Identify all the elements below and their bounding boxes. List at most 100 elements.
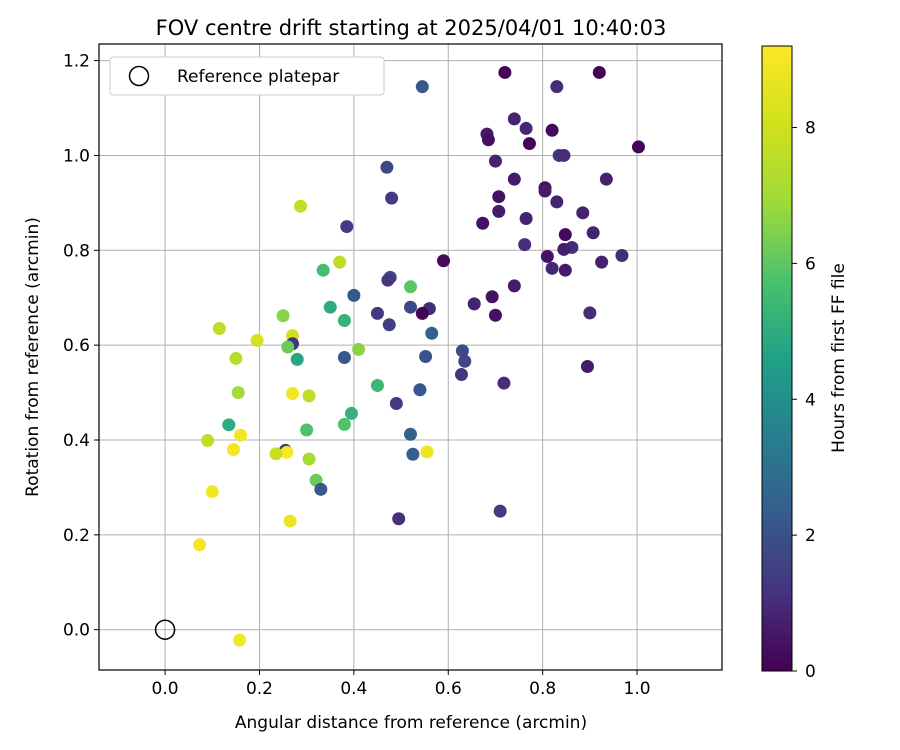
scatter-point: [557, 242, 571, 256]
colorbar-label: Hours from first FF file: [829, 263, 849, 453]
scatter-point: [576, 206, 590, 220]
scatter-point: [488, 308, 502, 322]
scatter-point: [518, 238, 532, 252]
chart-title: FOV centre drift starting at 2025/04/01 …: [156, 16, 667, 40]
scatter-point: [269, 447, 283, 461]
scatter-point: [222, 418, 236, 432]
scatter-point: [382, 318, 396, 332]
scatter-point: [316, 263, 330, 277]
scatter-point: [233, 633, 247, 647]
scatter-point: [337, 417, 351, 431]
scatter-point: [201, 433, 215, 447]
scatter-point: [281, 340, 295, 354]
scatter-point: [290, 352, 304, 366]
scatter-point: [370, 378, 384, 392]
scatter-point: [300, 423, 314, 437]
colorbar-tick-label: 0: [805, 662, 816, 682]
scatter-point: [557, 148, 571, 162]
scatter-point: [250, 333, 264, 347]
scatter-point: [352, 342, 366, 356]
scatter-point: [413, 383, 427, 397]
colorbar-tick-label: 2: [805, 526, 816, 546]
scatter-point: [583, 306, 597, 320]
scatter-point: [488, 154, 502, 168]
legend: Reference platepar: [109, 56, 385, 96]
scatter-point: [420, 445, 434, 459]
x-tick-label: 0.4: [340, 679, 367, 699]
scatter-point: [404, 280, 417, 294]
colorbar: [761, 45, 793, 672]
scatter-point: [340, 220, 354, 234]
scatter-point: [507, 279, 521, 293]
scatter-point: [286, 387, 300, 401]
scatter-point: [454, 368, 468, 382]
scatter-point: [538, 184, 552, 198]
y-tick-label: 0.4: [63, 431, 90, 451]
scatter-point: [492, 190, 506, 204]
scatter-point: [392, 512, 406, 526]
scatter-point: [550, 80, 564, 94]
scatter-point: [404, 427, 417, 441]
scatter-point: [205, 485, 219, 499]
colorbar-tick-label: 4: [805, 390, 816, 410]
scatter-point: [507, 172, 521, 186]
scatter-point: [415, 80, 429, 94]
scatter-point: [586, 226, 600, 240]
scatter-point: [455, 344, 469, 358]
scatter-point: [381, 273, 395, 287]
scatter-point: [314, 482, 328, 496]
scatter-point: [302, 389, 316, 403]
y-tick-label: 0.2: [63, 526, 90, 546]
scatter-point: [283, 514, 297, 528]
y-tick-label: 0.0: [63, 621, 90, 641]
legend-open-circle-icon: [128, 65, 150, 87]
y-axis-ticks: 0.0 0.2 0.4 0.6 0.8 1.0 1.2: [63, 52, 99, 641]
x-tick-label: 0.0: [152, 679, 179, 699]
y-tick-label: 1.0: [63, 146, 90, 166]
scatter-point: [558, 228, 572, 242]
scatter-point: [212, 322, 226, 336]
scatter-point: [385, 191, 399, 205]
scatter-point: [595, 255, 609, 269]
y-tick-label: 0.6: [63, 336, 90, 356]
x-axis-label: Angular distance from reference (arcmin): [235, 713, 587, 733]
scatter-point: [497, 376, 511, 390]
data-points: [193, 65, 645, 647]
scatter-point: [507, 112, 521, 126]
x-tick-label: 0.6: [435, 679, 462, 699]
scatter-point: [599, 172, 613, 186]
scatter-point: [294, 199, 308, 213]
scatter-point: [302, 452, 316, 466]
scatter-point: [522, 137, 536, 151]
scatter-point: [193, 538, 207, 552]
scatter-point: [498, 65, 512, 79]
scatter-point: [231, 386, 245, 400]
scatter-point: [370, 306, 384, 320]
colorbar-tick-label: 6: [805, 254, 816, 274]
scatter-point: [229, 351, 243, 365]
y-tick-label: 0.8: [63, 241, 90, 261]
scatter-point: [380, 160, 394, 174]
scatter-point: [415, 306, 429, 320]
scatter-point: [337, 313, 351, 327]
scatter-point: [345, 406, 359, 420]
scatter-point: [550, 195, 564, 209]
scatter-point: [437, 254, 451, 268]
x-tick-label: 1.0: [624, 679, 651, 699]
scatter-point: [493, 504, 507, 518]
x-axis-ticks: 0.0 0.2 0.4 0.6 0.8 1.0: [152, 670, 651, 699]
grid: [99, 44, 722, 670]
y-tick-label: 1.2: [63, 52, 90, 72]
colorbar-tick-label: 8: [805, 119, 816, 139]
scatter-point: [580, 359, 594, 373]
scatter-point: [234, 428, 248, 442]
scatter-point: [481, 133, 495, 147]
scatter-point: [425, 326, 439, 340]
scatter-point: [592, 65, 606, 79]
scatter-point: [558, 263, 572, 277]
scatter-point: [631, 140, 645, 154]
scatter-point: [485, 290, 499, 304]
scatter-point: [519, 212, 533, 226]
scatter-point: [406, 447, 420, 461]
